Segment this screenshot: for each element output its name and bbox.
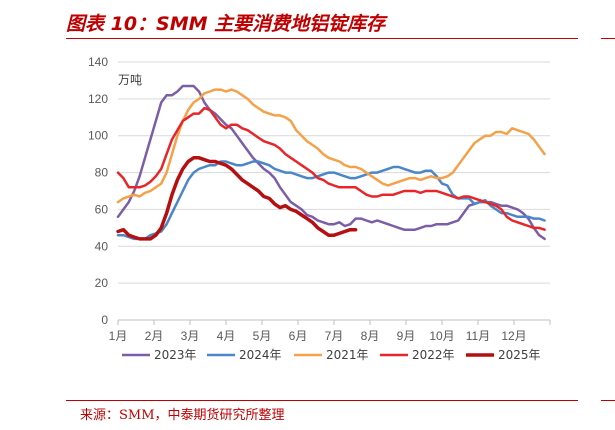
series-line-2023年 [116, 84, 546, 241]
legend-label: 2023年 [154, 348, 197, 362]
y-tick-label: 20 [95, 276, 109, 290]
x-tick-label: 4月 [217, 329, 236, 343]
y-tick-label: 140 [88, 55, 108, 69]
y-tick-label: 60 [95, 202, 109, 216]
series-lines [116, 84, 546, 241]
legend-label: 2021年 [326, 348, 369, 362]
x-tick-label: 7月 [325, 329, 344, 343]
x-tick-label: 1月 [109, 329, 128, 343]
y-tick-label: 80 [95, 166, 109, 180]
x-tick-label: 8月 [361, 329, 380, 343]
x-tick-label: 2月 [145, 329, 164, 343]
y-tick-label: 100 [88, 129, 108, 143]
adjacent-panel-edge [601, 6, 615, 426]
source-note: 来源：SMM，中泰期货研究所整理 [80, 408, 285, 423]
x-tick-label: 6月 [289, 329, 308, 343]
series-line-2022年 [116, 106, 546, 231]
x-tick-label: 12月 [501, 329, 526, 343]
title-divider [66, 38, 578, 39]
x-tick-label: 5月 [253, 329, 272, 343]
x-tick-label: 11月 [466, 329, 490, 343]
y-tick-label: 120 [88, 92, 108, 106]
y-tick-label: 0 [101, 313, 108, 327]
y-axis: 0 20 40 60 80 100 120 140 [88, 55, 108, 327]
inventory-line-chart: 0 20 40 60 80 100 120 140 1月 2月 3月 4月 5月 6月 7月 8月 9月 10月… [88, 55, 551, 362]
chart-legend: 2023年 2024年 2021年 2022年 2025年 [122, 348, 541, 362]
x-tick-label: 9月 [397, 329, 416, 343]
legend-label: 2024年 [239, 348, 282, 362]
legend-label: 2022年 [412, 348, 455, 362]
y-tick-label: 40 [95, 239, 109, 253]
adjacent-bottom-divider [601, 400, 615, 401]
x-axis: 1月 2月 3月 4月 5月 6月 7月 8月 9月 10月 11月 12月 [109, 319, 551, 343]
x-tick-label: 3月 [181, 329, 200, 343]
footer-divider [66, 400, 578, 401]
series-line-2024年 [116, 160, 546, 241]
adjacent-title-divider [601, 38, 615, 39]
series-line-2025年 [116, 156, 358, 241]
chart-title-bar: 图表 10：SMM 主要消费地铝锭库存 [66, 6, 578, 40]
legend-label: 2025年 [498, 348, 541, 362]
y-unit-label: 万吨 [118, 73, 142, 87]
chart-title: 图表 10：SMM 主要消费地铝锭库存 [66, 13, 386, 35]
chart-gridlines [118, 61, 550, 284]
series-line-2021年 [116, 88, 546, 204]
x-tick-label: 10月 [429, 329, 454, 343]
